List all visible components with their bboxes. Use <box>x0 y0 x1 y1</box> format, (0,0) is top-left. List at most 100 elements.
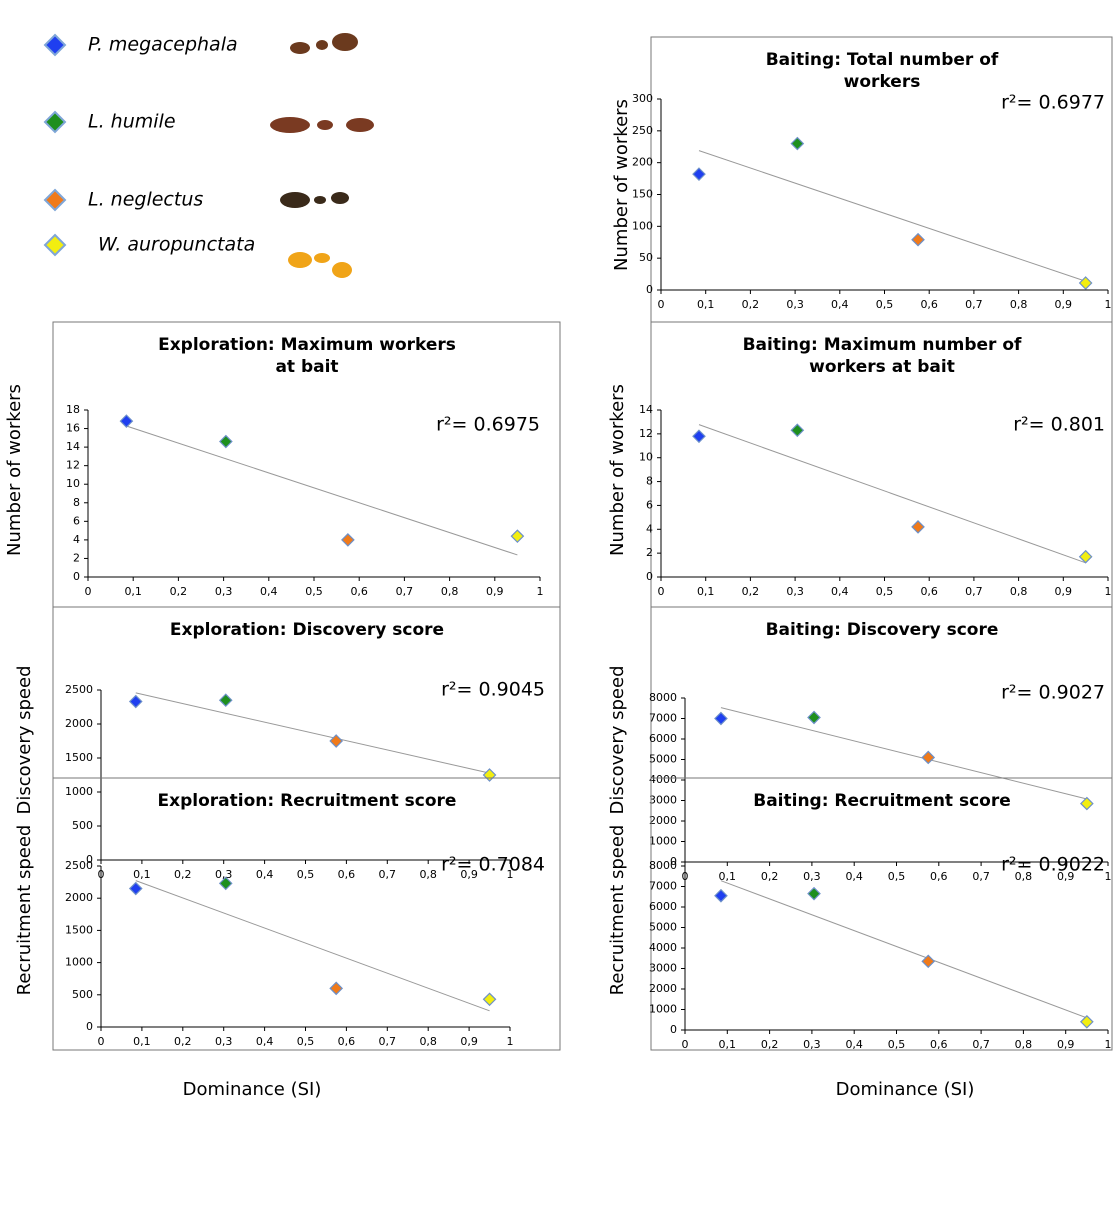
data-point <box>1078 276 1093 290</box>
annotation: r²= 0.6975 <box>436 414 540 436</box>
ant-2 <box>270 117 374 133</box>
x-tick-label: 0,1 <box>697 298 715 311</box>
annotation: r²= 0.9022 <box>1001 854 1105 876</box>
x-axis-label: Dominance (SI) <box>836 1079 975 1100</box>
x-tick-label: 0,2 <box>174 868 192 881</box>
y-tick-label: 18 <box>66 403 80 416</box>
data-point <box>219 434 233 449</box>
annotation: r²= 0.6977 <box>1001 92 1105 114</box>
y-tick-label: 4000 <box>649 773 677 786</box>
x-tick-label: 0,7 <box>972 870 990 883</box>
y-tick-label: 100 <box>632 219 653 232</box>
x-tick-label: 0,4 <box>845 1038 863 1051</box>
x-tick-label: 0,6 <box>920 585 938 598</box>
x-tick-label: 0,5 <box>876 298 894 311</box>
x-tick-label: 0,6 <box>930 1038 948 1051</box>
y-tick-label: 14 <box>639 403 653 416</box>
y-axis-label: Discovery speed <box>14 665 35 814</box>
y-tick-label: 5000 <box>649 921 677 934</box>
annotation: r²= 0.7084 <box>441 854 545 876</box>
y-tick-label: 1000 <box>65 956 93 969</box>
chart-title: Baiting: Recruitment score <box>753 791 1011 811</box>
x-tick-label: 0,1 <box>719 870 737 883</box>
y-tick-label: 6000 <box>649 900 677 913</box>
x-tick-label: 0,2 <box>742 585 760 598</box>
data-point <box>790 136 805 151</box>
y-tick-label: 2 <box>646 546 653 559</box>
x-tick-label: 0,8 <box>1015 1038 1033 1051</box>
x-tick-label: 0,7 <box>965 298 983 311</box>
x-tick-label: 0,8 <box>441 585 459 598</box>
y-tick-label: 8000 <box>649 691 677 704</box>
trend-line <box>720 707 1087 800</box>
x-tick-label: 0,7 <box>379 868 397 881</box>
y-tick-label: 0 <box>73 570 80 583</box>
y-tick-label: 6 <box>646 498 653 511</box>
y-tick-label: 7000 <box>649 712 677 725</box>
x-tick-label: 0,4 <box>256 1035 274 1048</box>
data-point <box>921 954 936 969</box>
x-tick-label: 1 <box>1105 585 1112 598</box>
y-tick-label: 16 <box>66 422 80 435</box>
x-tick-label: 0,6 <box>350 585 368 598</box>
y-tick-label: 8000 <box>649 859 677 872</box>
ant-images <box>270 33 374 278</box>
x-tick-label: 0,2 <box>761 1038 779 1051</box>
x-tick-label: 0,4 <box>260 585 278 598</box>
x-tick-label: 0,5 <box>888 870 906 883</box>
legend-marker <box>43 33 67 57</box>
y-tick-label: 300 <box>632 92 653 105</box>
x-tick-label: 0,5 <box>305 585 323 598</box>
x-tick-label: 0,3 <box>803 870 821 883</box>
legend-marker <box>43 110 67 134</box>
x-tick-label: 0,7 <box>396 585 414 598</box>
x-tick-label: 0,9 <box>486 585 504 598</box>
y-tick-label: 1500 <box>65 923 93 936</box>
chart-title: Baiting: Total number of workers <box>765 50 999 92</box>
y-tick-label: 0 <box>646 283 653 296</box>
y-axis-label: Number of workers <box>611 99 632 271</box>
x-tick-label: 0,1 <box>133 868 151 881</box>
trend-line <box>720 880 1088 1019</box>
trend-line <box>135 880 490 1012</box>
y-tick-label: 0 <box>670 855 677 868</box>
x-tick-label: 0,5 <box>888 1038 906 1051</box>
legend-label: L. neglectus <box>88 189 203 211</box>
y-tick-label: 0 <box>646 570 653 583</box>
data-point <box>714 711 728 726</box>
x-tick-label: 0,3 <box>786 585 804 598</box>
y-tick-label: 250 <box>632 124 653 137</box>
y-tick-label: 7000 <box>649 880 677 893</box>
ant-3 <box>280 192 349 208</box>
x-tick-label: 0,7 <box>972 1038 990 1051</box>
y-tick-label: 1000 <box>649 835 677 848</box>
ant-1 <box>290 33 358 54</box>
x-tick-label: 0,1 <box>719 1038 737 1051</box>
data-point <box>128 881 143 896</box>
y-tick-label: 8 <box>646 475 653 488</box>
y-tick-label: 0 <box>86 1020 93 1033</box>
x-tick-label: 0,4 <box>256 868 274 881</box>
y-axis-label: Recruitment speed <box>14 825 35 996</box>
y-tick-label: 12 <box>66 459 80 472</box>
y-tick-label: 6000 <box>649 732 677 745</box>
x-tick-label: 1 <box>1105 1038 1112 1051</box>
legend-label: P. megacephala <box>88 34 238 56</box>
x-tick-label: 0,1 <box>124 585 142 598</box>
y-tick-label: 3000 <box>649 962 677 975</box>
y-tick-label: 200 <box>632 156 653 169</box>
y-tick-label: 0 <box>86 853 93 866</box>
x-tick-label: 0,2 <box>174 1035 192 1048</box>
annotation: r²= 0.801 <box>1013 414 1105 436</box>
x-tick-label: 0,4 <box>845 870 863 883</box>
x-tick-label: 0,8 <box>1010 585 1028 598</box>
annotation: r²= 0.9027 <box>1001 682 1105 704</box>
ant-4 <box>288 252 352 278</box>
x-tick-label: 0,8 <box>1010 298 1028 311</box>
x-axis-label: Dominance (SI) <box>183 1079 322 1100</box>
x-tick-label: 0 <box>682 1038 689 1051</box>
data-point <box>218 693 233 708</box>
legend-label: L. humile <box>88 111 176 133</box>
data-point <box>482 992 497 1007</box>
